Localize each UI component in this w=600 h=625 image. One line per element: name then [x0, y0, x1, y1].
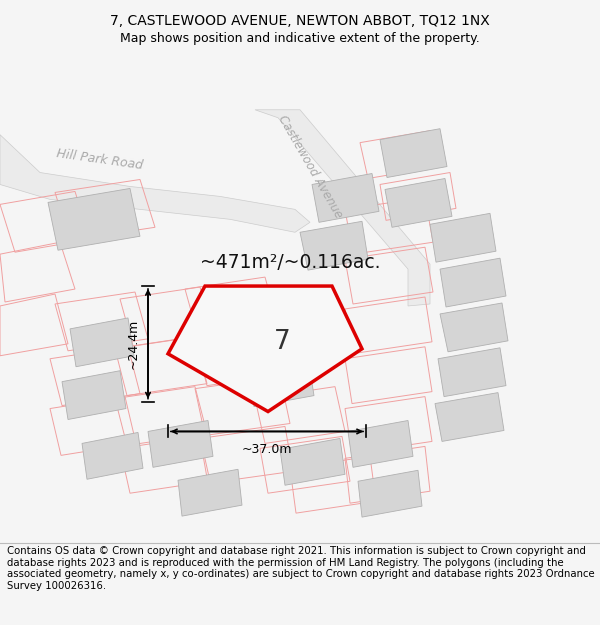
- Polygon shape: [380, 129, 447, 178]
- Polygon shape: [440, 303, 508, 352]
- Polygon shape: [280, 438, 345, 485]
- Text: Contains OS data © Crown copyright and database right 2021. This information is : Contains OS data © Crown copyright and d…: [7, 546, 595, 591]
- Text: ~37.0m: ~37.0m: [242, 443, 292, 456]
- Polygon shape: [168, 286, 362, 411]
- Polygon shape: [312, 174, 379, 222]
- Polygon shape: [430, 213, 496, 262]
- Text: 7, CASTLEWOOD AVENUE, NEWTON ABBOT, TQ12 1NX: 7, CASTLEWOOD AVENUE, NEWTON ABBOT, TQ12…: [110, 14, 490, 28]
- Polygon shape: [255, 110, 430, 306]
- Polygon shape: [300, 221, 368, 270]
- Polygon shape: [62, 371, 126, 419]
- Text: Castlewood Avenue: Castlewood Avenue: [275, 112, 345, 220]
- Polygon shape: [438, 348, 506, 397]
- Text: Hill Park Road: Hill Park Road: [56, 147, 144, 172]
- Polygon shape: [48, 189, 140, 250]
- Polygon shape: [148, 421, 213, 468]
- Polygon shape: [248, 357, 314, 406]
- Polygon shape: [440, 258, 506, 307]
- Text: ~24.4m: ~24.4m: [127, 319, 140, 369]
- Polygon shape: [348, 421, 413, 468]
- Polygon shape: [70, 318, 134, 367]
- Text: Map shows position and indicative extent of the property.: Map shows position and indicative extent…: [120, 32, 480, 45]
- Polygon shape: [385, 179, 452, 227]
- Text: ~471m²/~0.116ac.: ~471m²/~0.116ac.: [200, 253, 380, 272]
- Polygon shape: [0, 134, 310, 232]
- Text: 7: 7: [274, 329, 290, 355]
- Polygon shape: [358, 470, 422, 517]
- Polygon shape: [178, 469, 242, 516]
- Polygon shape: [435, 392, 504, 441]
- Polygon shape: [82, 432, 143, 479]
